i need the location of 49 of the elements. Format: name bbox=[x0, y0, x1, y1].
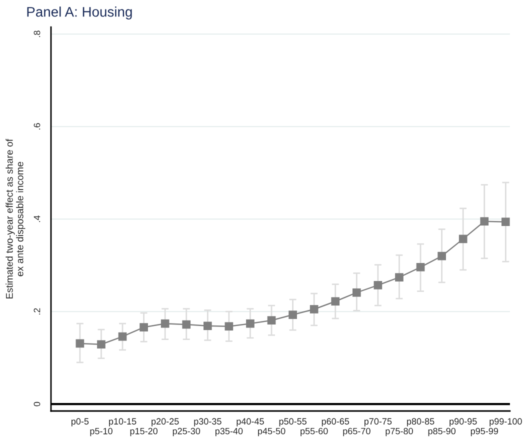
x-tick-label: p95-99 bbox=[470, 428, 498, 436]
chart-title: Panel A: Housing bbox=[27, 6, 132, 20]
x-tick-label: p85-90 bbox=[428, 428, 456, 436]
point bbox=[480, 217, 489, 226]
x-tick-label: p70-75 bbox=[364, 418, 392, 426]
x-tick-label: p90-95 bbox=[450, 418, 477, 426]
x-tick-label: p0-5 bbox=[71, 418, 89, 426]
x-tick-label: p60-65 bbox=[322, 418, 350, 426]
point bbox=[97, 340, 106, 349]
x-tick-label: p15-20 bbox=[130, 428, 158, 436]
y-tick-label: .4 bbox=[34, 216, 40, 222]
x-tick-label: p20-25 bbox=[152, 418, 179, 426]
x-tick-label: p50-55 bbox=[279, 418, 306, 426]
point bbox=[267, 316, 276, 325]
x-tick-label: p75-80 bbox=[386, 428, 413, 436]
point bbox=[352, 288, 361, 297]
point bbox=[374, 281, 382, 290]
point bbox=[182, 320, 191, 329]
x-tick-label: p80-85 bbox=[407, 418, 434, 426]
x-tick-label: p30-35 bbox=[194, 418, 222, 426]
y-tick-label: 0 bbox=[34, 402, 40, 406]
point bbox=[502, 218, 510, 226]
y-axis-title: Estimated two-year effect as share of ex ante disposable income bbox=[6, 138, 26, 298]
point bbox=[331, 297, 340, 306]
point bbox=[118, 332, 127, 341]
y-tick-label: .8 bbox=[34, 30, 40, 37]
x-tick-label: p5-10 bbox=[90, 428, 112, 436]
y-tick-label: .6 bbox=[34, 123, 40, 130]
point bbox=[438, 252, 446, 260]
x-tick-label: p99-100 bbox=[490, 418, 522, 426]
x-tick-label: p45-50 bbox=[258, 428, 286, 436]
point bbox=[140, 323, 148, 332]
x-tick-label: p10-15 bbox=[109, 418, 136, 426]
x-tick-label: p35-40 bbox=[215, 428, 243, 436]
point bbox=[310, 305, 318, 314]
x-tick-label: p55-60 bbox=[300, 428, 328, 436]
point bbox=[395, 273, 404, 282]
x-tick-label: p25-30 bbox=[172, 428, 200, 436]
point bbox=[246, 319, 254, 328]
point bbox=[224, 322, 234, 331]
point bbox=[203, 322, 212, 330]
point bbox=[458, 234, 468, 244]
point bbox=[160, 319, 170, 328]
point bbox=[76, 339, 84, 348]
x-tick-label: p65-70 bbox=[343, 428, 370, 436]
x-tick-label: p40-45 bbox=[236, 418, 264, 426]
y-tick-label: .2 bbox=[34, 308, 40, 314]
point bbox=[416, 262, 425, 272]
point bbox=[288, 310, 297, 319]
